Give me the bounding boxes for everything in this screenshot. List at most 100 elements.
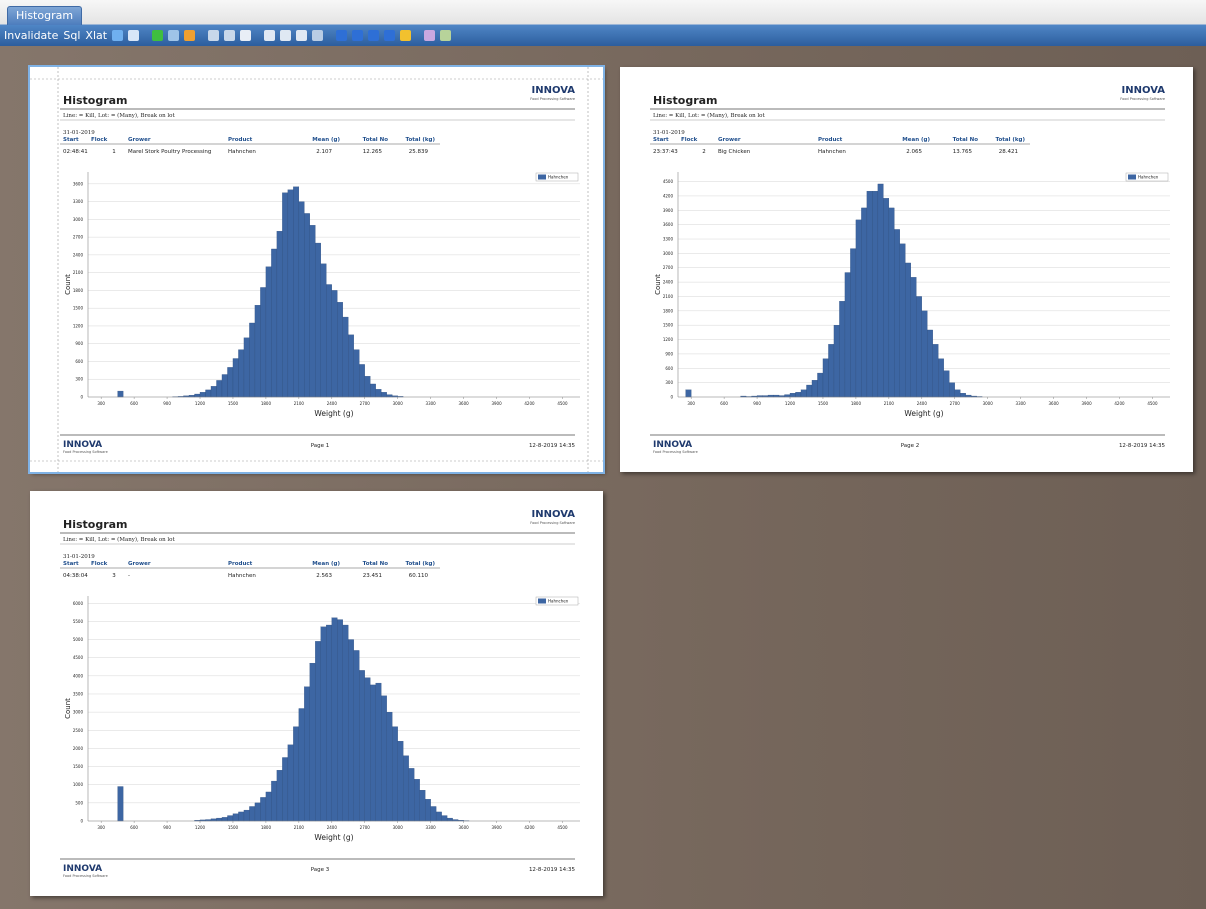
icon[interactable] <box>112 30 123 41</box>
icon[interactable] <box>208 30 219 41</box>
histogram-bar <box>266 267 271 397</box>
histogram-bar <box>403 756 408 821</box>
icon[interactable] <box>312 30 323 41</box>
histogram-bar <box>686 390 691 397</box>
legend-label: Hahnchen <box>548 599 569 604</box>
histogram-bar <box>293 187 298 397</box>
icon[interactable] <box>296 30 307 41</box>
x-tick-label: 3000 <box>393 401 404 406</box>
y-tick-label: 2400 <box>663 280 674 285</box>
toolbar-button[interactable]: Invalidate <box>4 29 58 42</box>
date: 31-01-2019 <box>653 130 685 136</box>
table-cell: 13.765 <box>953 149 973 155</box>
column-header: Mean (g) <box>312 561 340 567</box>
icon[interactable] <box>352 30 363 41</box>
histogram-bar <box>447 818 452 821</box>
print-date: 12-8-2019 14:35 <box>529 443 576 449</box>
histogram-bar <box>370 685 375 821</box>
table-cell: 2.065 <box>906 149 922 155</box>
icon[interactable] <box>440 30 451 41</box>
y-tick-label: 4500 <box>73 655 84 660</box>
table-cell: 23.451 <box>363 573 382 579</box>
y-tick-label: 600 <box>665 366 673 371</box>
y-tick-label: 3000 <box>73 217 84 222</box>
column-header: Start <box>653 137 669 143</box>
icon[interactable] <box>264 30 275 41</box>
x-axis-label: Weight (g) <box>904 409 943 418</box>
histogram-bar <box>796 392 801 397</box>
legend-swatch <box>1128 175 1136 180</box>
date: 31-01-2019 <box>63 130 95 136</box>
table-cell: Marel Stork Poultry Processing <box>128 149 211 155</box>
y-tick-label: 1800 <box>663 308 674 313</box>
table-cell: 2.563 <box>316 573 332 579</box>
y-tick-label: 1200 <box>73 323 84 328</box>
x-tick-label: 1500 <box>228 825 239 830</box>
y-tick-label: 3900 <box>663 208 674 213</box>
report-title: Histogram <box>63 518 128 531</box>
column-header: Grower <box>128 137 151 143</box>
toolbar-button[interactable]: Sql <box>63 29 80 42</box>
histogram-bar <box>933 344 938 397</box>
histogram-bar <box>249 323 254 397</box>
histogram-bar <box>365 678 370 821</box>
icon[interactable] <box>152 30 163 41</box>
histogram-bar <box>321 264 326 397</box>
report-title: Histogram <box>653 94 718 107</box>
histogram-bar <box>233 814 238 821</box>
histogram-bar <box>960 393 965 397</box>
histogram-bar <box>889 208 894 397</box>
histogram-bar <box>277 231 282 397</box>
histogram-bar <box>398 741 403 821</box>
icon[interactable] <box>336 30 347 41</box>
y-axis-label: Count <box>64 274 72 295</box>
histogram-bar <box>834 325 839 397</box>
x-tick-label: 900 <box>753 401 761 406</box>
x-tick-label: 4200 <box>524 401 535 406</box>
table-cell: - <box>128 573 130 579</box>
icon[interactable] <box>368 30 379 41</box>
histogram-bar <box>817 373 822 397</box>
column-header: Total No <box>953 137 979 143</box>
table-cell: Hahnchen <box>228 573 256 579</box>
y-tick-label: 1500 <box>73 764 84 769</box>
x-tick-label: 2700 <box>360 825 371 830</box>
icon[interactable] <box>384 30 395 41</box>
histogram-bar <box>845 273 850 397</box>
icon[interactable] <box>424 30 435 41</box>
histogram-bar <box>343 625 348 821</box>
histogram-bar <box>337 620 342 821</box>
icon[interactable] <box>224 30 235 41</box>
y-tick-label: 5500 <box>73 619 84 624</box>
tab[interactable]: Histogram <box>7 6 82 25</box>
toolbar-button[interactable]: Xlat <box>85 29 107 42</box>
x-tick-label: 2100 <box>294 825 305 830</box>
histogram-bar <box>321 627 326 821</box>
print-date: 12-8-2019 14:35 <box>529 867 576 873</box>
y-tick-label: 1500 <box>663 323 674 328</box>
y-tick-label: 0 <box>80 395 83 400</box>
logo: INNOVA <box>532 85 576 96</box>
histogram-bar <box>436 812 441 821</box>
icon[interactable] <box>240 30 251 41</box>
histogram-bar <box>785 395 790 397</box>
icon[interactable] <box>128 30 139 41</box>
x-tick-label: 600 <box>130 825 138 830</box>
icon[interactable] <box>280 30 291 41</box>
page-number: Page 3 <box>311 867 330 873</box>
icon[interactable] <box>184 30 195 41</box>
column-header: Total No <box>363 561 389 567</box>
column-header: Start <box>63 137 79 143</box>
histogram-bar <box>271 249 276 397</box>
histogram-bar <box>238 350 243 397</box>
page-number: Page 2 <box>901 443 920 449</box>
histogram-bar <box>282 757 287 821</box>
y-tick-label: 6000 <box>73 601 84 606</box>
histogram-bar <box>911 277 916 397</box>
icon[interactable] <box>400 30 411 41</box>
icon[interactable] <box>168 30 179 41</box>
histogram-bar <box>118 391 123 397</box>
